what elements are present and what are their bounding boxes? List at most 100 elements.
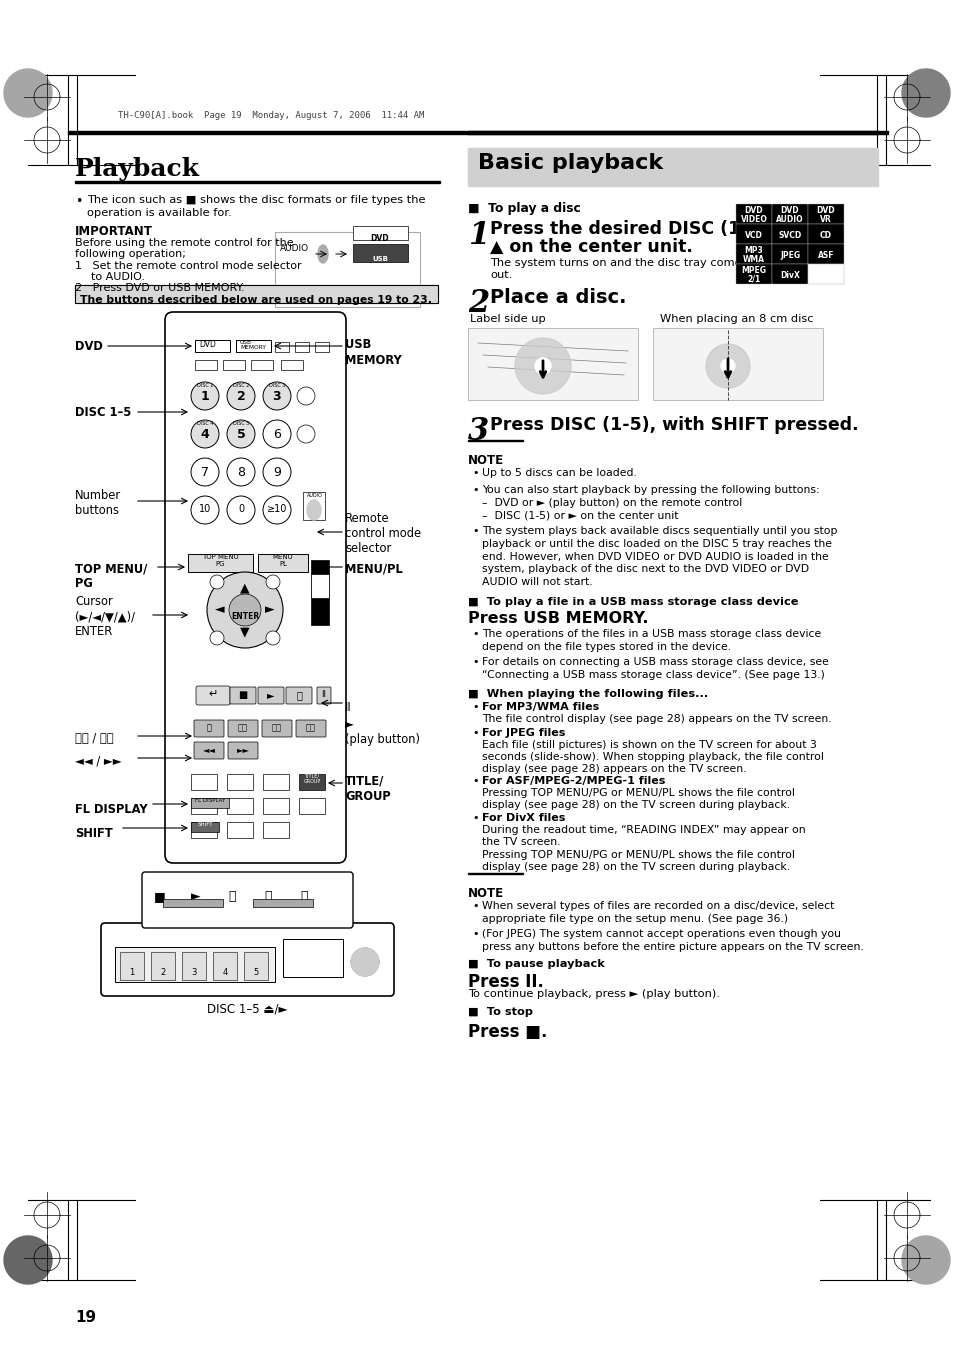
Bar — [213, 952, 236, 979]
Bar — [263, 774, 289, 790]
Text: ⏮⏪ / ⏩⏭: ⏮⏪ / ⏩⏭ — [75, 732, 113, 744]
Text: TOP MENU/
PG: TOP MENU/ PG — [75, 562, 147, 590]
Bar — [191, 798, 216, 815]
Text: TITLE/
GROUP: TITLE/ GROUP — [303, 774, 320, 784]
Text: MPEG
2/1: MPEG 2/1 — [740, 266, 765, 284]
Bar — [244, 952, 268, 979]
Text: DivX: DivX — [780, 270, 800, 280]
Text: Press ■.: Press ■. — [468, 1023, 547, 1042]
Text: Press USB MEMORY.: Press USB MEMORY. — [468, 611, 648, 626]
FancyBboxPatch shape — [142, 871, 353, 928]
Bar — [353, 245, 408, 262]
Text: •: • — [472, 727, 478, 738]
Text: ENTER: ENTER — [231, 612, 259, 621]
Text: Press the desired DISC (1-5): Press the desired DISC (1-5) — [490, 220, 767, 238]
Text: 8: 8 — [236, 466, 245, 480]
Text: •: • — [472, 901, 478, 911]
Text: Basic playback: Basic playback — [477, 153, 662, 173]
FancyBboxPatch shape — [257, 688, 284, 704]
Bar — [191, 821, 216, 838]
Text: DVD: DVD — [199, 340, 215, 349]
Bar — [251, 359, 273, 370]
Bar — [735, 224, 771, 245]
Text: USB
MEMORY: USB MEMORY — [240, 340, 266, 350]
Bar — [468, 131, 877, 134]
Polygon shape — [902, 1236, 949, 1283]
Polygon shape — [307, 500, 320, 520]
Polygon shape — [4, 69, 52, 118]
Text: DISC 2: DISC 2 — [233, 382, 249, 388]
Text: 1: 1 — [130, 969, 134, 977]
Bar — [771, 224, 807, 245]
Circle shape — [263, 382, 291, 409]
Text: USB
MEMORY: USB MEMORY — [362, 255, 396, 269]
Text: 2: 2 — [160, 969, 166, 977]
Text: ◄: ◄ — [215, 604, 225, 616]
Text: FL DISPLAY: FL DISPLAY — [75, 802, 148, 816]
Bar — [468, 328, 638, 400]
Bar — [263, 798, 289, 815]
Text: 2   Press DVD or USB MEMORY.: 2 Press DVD or USB MEMORY. — [75, 282, 244, 293]
Text: ⏮: ⏮ — [206, 723, 212, 732]
Text: 4: 4 — [222, 969, 228, 977]
Bar — [115, 947, 274, 982]
Bar — [771, 204, 807, 224]
Bar — [281, 359, 303, 370]
Text: DVD
VIDEO: DVD VIDEO — [740, 205, 766, 224]
Circle shape — [263, 420, 291, 449]
Bar — [253, 898, 313, 907]
Text: ⏸: ⏸ — [295, 690, 301, 700]
Bar — [191, 821, 219, 832]
Bar — [807, 224, 843, 245]
Bar — [807, 245, 843, 263]
Bar — [652, 328, 822, 400]
Text: Press II.: Press II. — [468, 973, 543, 992]
Text: TOP MENU
PG: TOP MENU PG — [201, 554, 238, 566]
Bar — [298, 798, 325, 815]
Bar — [807, 204, 843, 224]
Text: •: • — [472, 813, 478, 823]
Text: DVD
VR: DVD VR — [816, 205, 835, 224]
Text: •: • — [472, 929, 478, 939]
FancyBboxPatch shape — [195, 686, 230, 705]
Bar — [303, 492, 325, 520]
Circle shape — [227, 382, 254, 409]
Circle shape — [191, 420, 219, 449]
Bar — [191, 798, 229, 808]
Text: 3: 3 — [468, 416, 489, 447]
Bar — [771, 245, 807, 263]
Text: II
►
(play button): II ► (play button) — [345, 701, 419, 746]
Polygon shape — [317, 245, 328, 263]
Bar — [182, 952, 206, 979]
Text: DISC 5: DISC 5 — [233, 422, 249, 426]
Text: Pressing TOP MENU/PG or MENU/PL shows the file control
display (see page 28) on : Pressing TOP MENU/PG or MENU/PL shows th… — [481, 788, 794, 811]
Text: DVD: DVD — [75, 339, 103, 353]
Text: ►: ► — [267, 690, 274, 700]
Text: Playback: Playback — [75, 157, 200, 181]
Circle shape — [227, 420, 254, 449]
Text: MENU
PL: MENU PL — [273, 554, 294, 566]
Bar — [311, 574, 329, 598]
FancyBboxPatch shape — [228, 720, 257, 738]
Circle shape — [263, 496, 291, 524]
Text: DISC 4: DISC 4 — [196, 422, 213, 426]
Circle shape — [296, 426, 314, 443]
Polygon shape — [515, 338, 571, 394]
Text: ▲ on the center unit.: ▲ on the center unit. — [490, 238, 692, 255]
Text: IMPORTANT: IMPORTANT — [75, 226, 152, 238]
Text: •: • — [472, 775, 478, 786]
Polygon shape — [902, 69, 949, 118]
Text: DVD
AUDIO: DVD AUDIO — [776, 205, 803, 224]
Circle shape — [266, 631, 280, 644]
Text: ■: ■ — [154, 890, 166, 902]
FancyBboxPatch shape — [295, 720, 326, 738]
Text: Before using the remote control for the: Before using the remote control for the — [75, 238, 294, 249]
Text: During the readout time, “READING INDEX” may appear on
the TV screen.
Pressing T: During the readout time, “READING INDEX”… — [481, 825, 804, 873]
Bar — [274, 342, 289, 353]
Text: 1: 1 — [200, 390, 209, 403]
Polygon shape — [535, 358, 551, 374]
Text: TITLE/
GROUP: TITLE/ GROUP — [345, 775, 391, 802]
Text: You can also start playback by pressing the following buttons:
–  DVD or ► (play: You can also start playback by pressing … — [481, 485, 819, 520]
Text: ▲: ▲ — [240, 581, 250, 594]
FancyBboxPatch shape — [228, 742, 257, 759]
